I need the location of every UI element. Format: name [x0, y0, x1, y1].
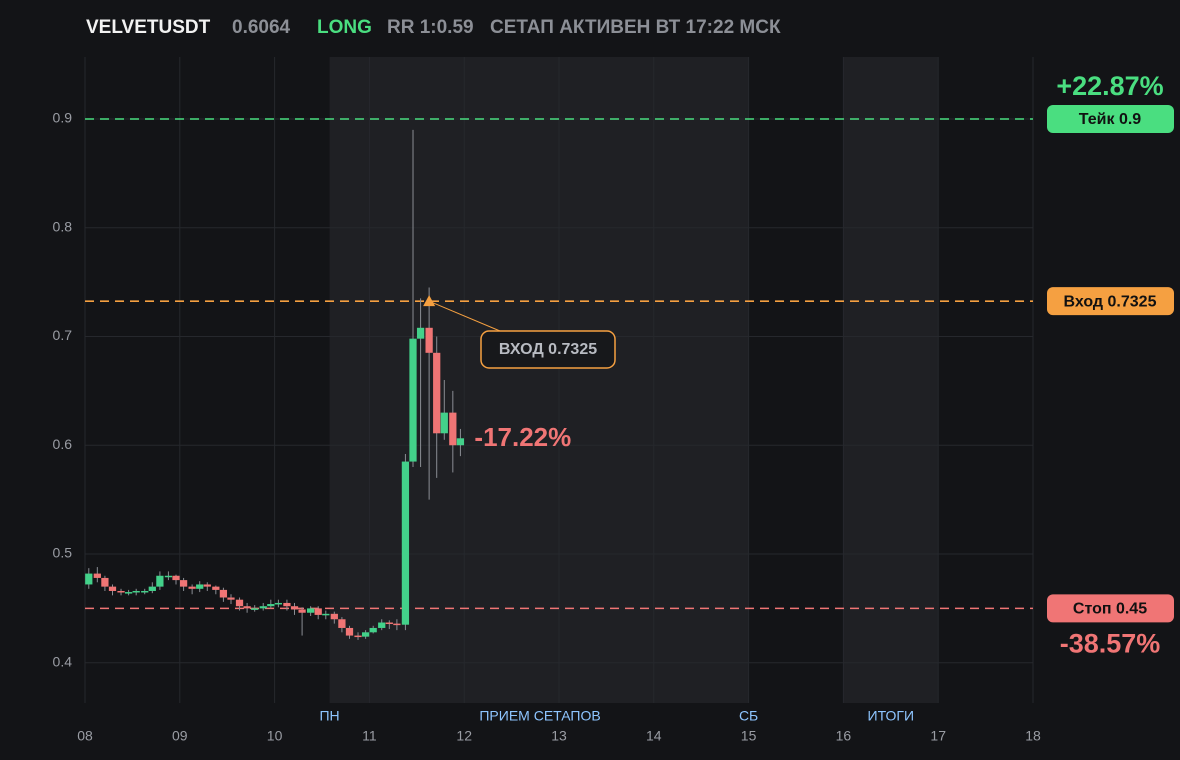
candle-body: [203, 584, 211, 587]
candle-body: [298, 609, 306, 613]
candle-body: [259, 606, 267, 609]
candle-body: [196, 584, 204, 589]
candle-body: [243, 606, 251, 609]
candle-body: [322, 613, 330, 616]
candle-body: [132, 590, 140, 593]
entry-label: ВХОД 0.7325: [499, 341, 597, 358]
level-tag: [1047, 287, 1174, 316]
candle-body: [409, 338, 417, 462]
y-tick-label: 0.4: [53, 653, 73, 669]
candle-body: [290, 606, 299, 610]
candle-body: [172, 575, 180, 581]
candle-body: [401, 461, 410, 625]
candle-body: [212, 586, 220, 590]
candle-body: [108, 586, 117, 591]
y-tick-label: 0.7: [53, 327, 73, 343]
candle-body: [274, 602, 283, 605]
symbol: VELVETUSDT: [86, 17, 211, 38]
x-tick-label: 10: [267, 728, 283, 744]
x-tick-label: 12: [456, 728, 472, 744]
candle-body: [378, 622, 386, 628]
candle-body: [456, 438, 465, 446]
risk-reward: RR 1:0.59: [387, 17, 474, 38]
y-tick-label: 0.5: [53, 545, 73, 561]
x-tick-label: 09: [172, 728, 188, 744]
x-tick-label: 17: [930, 728, 946, 744]
candle-body: [85, 573, 93, 585]
session-band: [843, 57, 939, 703]
candle-body: [179, 580, 188, 587]
price: 0.6064: [232, 17, 291, 38]
candle-body: [227, 597, 235, 600]
candle-body: [124, 592, 133, 594]
level-label: Тейк 0.9: [1079, 111, 1142, 128]
candle-body: [283, 602, 291, 607]
candle-body: [440, 412, 448, 434]
candle-body: [101, 577, 109, 587]
candle-body: [361, 632, 370, 637]
entry-connector: [428, 300, 501, 332]
candle-body: [164, 575, 173, 578]
candle-body: [141, 590, 149, 593]
x-tick-label: 18: [1025, 728, 1041, 744]
entry-box: [480, 330, 616, 369]
candle-body: [235, 599, 244, 607]
x-tick-label: 08: [77, 728, 93, 744]
candle-body: [449, 412, 457, 446]
candle-body: [93, 573, 101, 578]
candle-body: [369, 627, 377, 633]
x-tick-label: 14: [646, 728, 662, 744]
x-tick-label: 16: [836, 728, 852, 744]
candle-body: [251, 608, 259, 610]
y-tick-label: 0.8: [53, 218, 73, 234]
candle-body: [148, 586, 156, 591]
candle-body: [267, 604, 275, 607]
x-tick-label: 11: [362, 728, 377, 744]
x-tick-label: 13: [551, 728, 567, 744]
y-tick-label: 0.9: [53, 110, 73, 126]
session-label: СБ: [739, 708, 758, 724]
x-tick-label: 15: [741, 728, 757, 744]
candle-body: [219, 589, 228, 598]
candle-body: [330, 613, 338, 620]
candle-body: [354, 635, 362, 638]
level-label: Стоп 0.45: [1073, 601, 1147, 618]
candle-body: [416, 327, 425, 339]
candle-body: [338, 619, 346, 628]
candle-body: [385, 622, 393, 625]
candle-body: [314, 608, 322, 615]
session-label: ПРИЕМ СЕТАПОВ: [479, 708, 600, 724]
level-change: +22.87%: [1056, 71, 1163, 101]
level-tag: [1047, 104, 1174, 133]
candle-body: [117, 590, 125, 593]
candle-body: [393, 623, 401, 626]
last-change: -17.22%: [474, 422, 571, 452]
session-label: ПН: [319, 708, 339, 724]
level-tag: [1047, 594, 1174, 623]
y-tick-label: 0.6: [53, 436, 73, 452]
entry-marker: [423, 295, 436, 307]
side: LONG: [317, 17, 372, 38]
session-label: ИТОГИ: [868, 708, 915, 724]
candle-body: [433, 352, 441, 434]
status: СЕТАП АКТИВЕН ВТ 17:22 МСК: [490, 17, 781, 38]
candle-body: [345, 627, 354, 636]
candle-body: [425, 327, 433, 353]
session-band: [329, 57, 749, 703]
level-change: -38.57%: [1060, 629, 1161, 659]
candle-body: [306, 608, 315, 613]
candle-body: [188, 586, 196, 589]
level-label: Вход 0.7325: [1064, 293, 1157, 310]
candle-body: [156, 575, 164, 587]
